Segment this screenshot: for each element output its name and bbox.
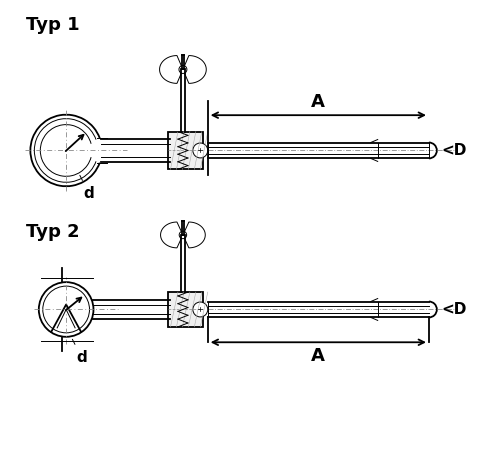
Polygon shape bbox=[183, 55, 206, 83]
Text: A: A bbox=[312, 93, 326, 111]
Circle shape bbox=[179, 231, 186, 239]
Text: Typ 1: Typ 1 bbox=[26, 16, 80, 34]
Circle shape bbox=[179, 66, 187, 73]
Bar bbox=[168, 131, 203, 169]
Circle shape bbox=[193, 143, 208, 158]
Polygon shape bbox=[160, 55, 183, 83]
Text: d: d bbox=[80, 176, 94, 201]
Text: A: A bbox=[312, 347, 326, 365]
Text: d: d bbox=[72, 339, 87, 365]
Circle shape bbox=[193, 302, 208, 317]
Bar bbox=[168, 292, 203, 327]
Text: Typ 2: Typ 2 bbox=[26, 222, 80, 240]
Text: <D: <D bbox=[442, 302, 466, 317]
Text: <D: <D bbox=[442, 143, 466, 158]
Polygon shape bbox=[160, 222, 183, 248]
Polygon shape bbox=[183, 222, 206, 248]
